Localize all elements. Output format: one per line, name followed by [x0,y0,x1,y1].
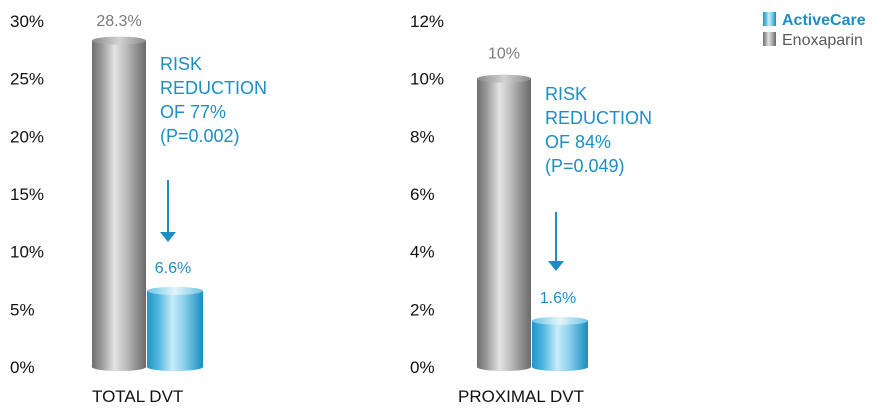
bar-enoxaparin [92,36,146,371]
y-tick-label: 15% [10,185,44,204]
bar-cap-enoxaparin [92,36,146,45]
data-label-enoxaparin: 28.3% [96,13,141,30]
bar-activecare [147,286,203,371]
bar-body-activecare [147,290,203,367]
data-label-activecare: 6.6% [155,260,191,277]
bar-body-enoxaparin [477,78,531,368]
bar-cap-enoxaparin [477,74,531,83]
bar-enoxaparin [477,74,531,371]
y-tick-label: 25% [10,70,44,89]
legend: ActiveCare Enoxaparin [763,12,866,49]
y-tick-label: 20% [10,127,44,146]
x-axis-label: PROXIMAL DVT [458,387,584,406]
y-tick-label: 0% [410,358,435,377]
y-tick-label: 6% [410,185,435,204]
y-tick-label: 12% [410,12,444,31]
charts-container: 0% 5% 10% 15% 20% 25% 30% 28.3% 6.6% RISK REDUCTIO… [10,12,652,406]
risk-reduction-annotation-line: REDUCTION [160,78,267,98]
legend-label-activecare: ActiveCare [782,12,866,29]
risk-reduction-annotation-line: (P=0.049) [545,156,625,176]
y-tick-label: 4% [410,243,435,262]
y-tick-label: 30% [10,12,44,31]
down-arrow-head [548,261,564,271]
data-label-enoxaparin: 10% [488,46,520,63]
risk-reduction-annotation-line: OF 84% [545,132,611,152]
bar-cap-activecare [532,316,588,325]
risk-reduction-annotation-line: RISK [160,54,202,74]
legend-swatch-activecare [763,12,776,26]
bar-activecare [532,316,588,371]
chart-proximal-dvt: 0% 2% 4% 6% 8% 10% 12% 10% 1.6% RISK REDUCTION OF 8… [410,12,652,406]
y-tick-label: 2% [410,300,435,319]
y-tick-label: 0% [10,358,35,377]
bar-base-activecare [532,363,588,371]
x-axis-label: TOTAL DVT [92,387,183,406]
bar-base-activecare [147,363,203,371]
risk-reduction-annotation-line: OF 77% [160,102,226,122]
bar-body-activecare [532,320,588,367]
bar-body-enoxaparin [92,40,146,368]
risk-reduction-annotation-line: (P=0.002) [160,126,240,146]
bar-cap-activecare [147,286,203,295]
y-tick-label: 10% [410,70,444,89]
down-arrow-icon [548,212,564,271]
down-arrow-head [160,232,176,242]
data-label-activecare: 1.6% [540,290,576,307]
legend-swatch-enoxaparin [763,32,776,46]
legend-item-activecare: ActiveCare [763,12,866,29]
legend-item-enoxaparin: Enoxaparin [763,32,863,49]
bar-base-enoxaparin [477,363,531,371]
risk-reduction-annotation-line: RISK [545,84,587,104]
chart-total-dvt: 0% 5% 10% 15% 20% 25% 30% 28.3% 6.6% RISK REDUCTIO… [10,12,267,406]
y-tick-label: 8% [410,127,435,146]
down-arrow-icon [160,180,176,242]
legend-label-enoxaparin: Enoxaparin [782,32,863,49]
bar-base-enoxaparin [92,363,146,371]
y-tick-label: 5% [10,300,35,319]
y-tick-label: 10% [10,243,44,262]
risk-reduction-annotation-line: REDUCTION [545,108,652,128]
